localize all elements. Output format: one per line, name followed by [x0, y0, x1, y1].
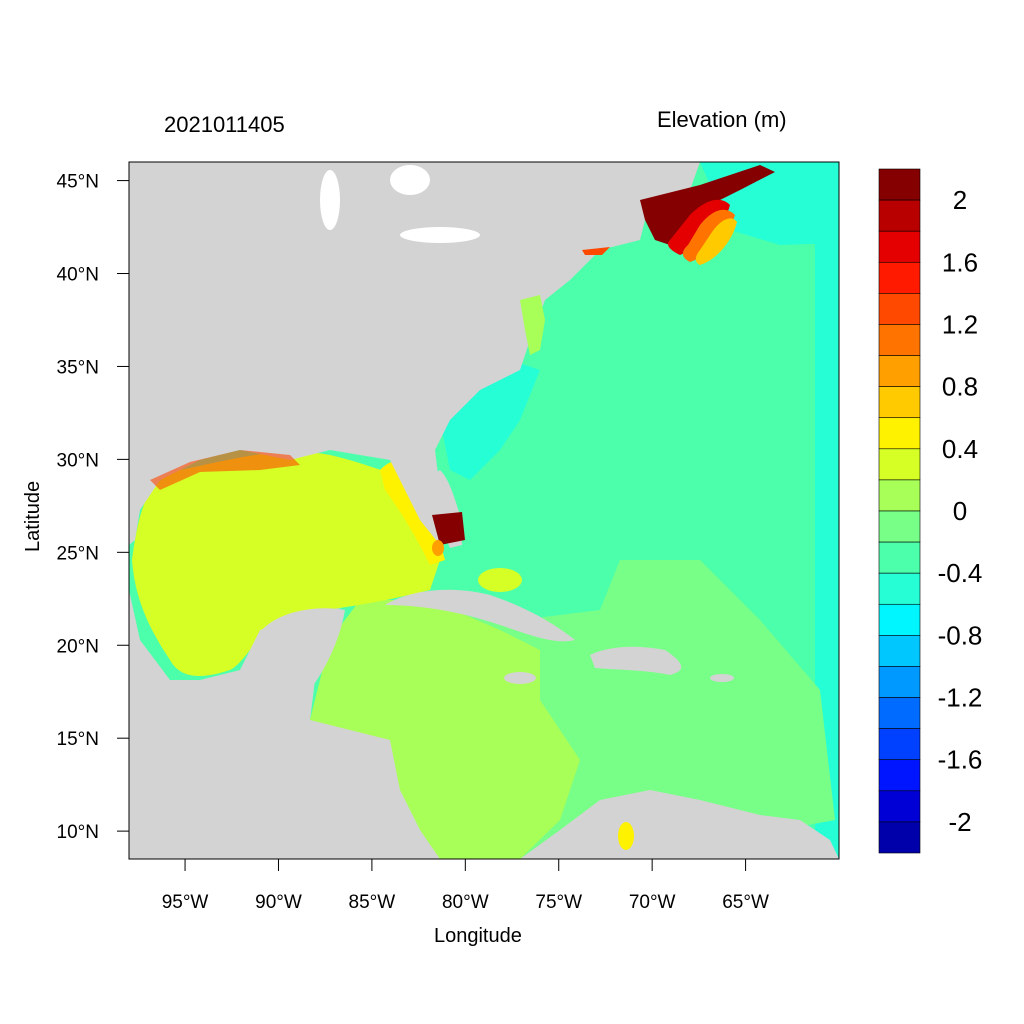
colorbar-swatch [878, 697, 921, 729]
plot-frame [128, 161, 840, 860]
colorbar-swatch [878, 230, 921, 263]
gulf-coast-surge [150, 450, 300, 490]
colorbar-swatch [878, 355, 921, 387]
lake-maracaibo [618, 822, 634, 850]
central-america-land [129, 590, 440, 859]
lon-tick-label: 85°W [349, 892, 396, 913]
colorbar-swatch [878, 728, 921, 761]
colorbar-swatch [878, 293, 921, 325]
lat-tick-label: 10°N [57, 822, 99, 843]
colorbar-label: -2 [948, 807, 971, 837]
longitude-ticks: 95°W 90°W 85°W 80°W 75°W 70°W 65°W [162, 859, 769, 913]
colorbar-swatch [878, 666, 921, 698]
colorbar-label: 0 [953, 496, 967, 526]
lon-tick-label: 80°W [442, 892, 489, 913]
colorbar-swatch [878, 261, 921, 294]
yucatan-land [262, 608, 345, 690]
colorbar-label: -1.6 [938, 745, 983, 775]
colorbar-swatch [878, 324, 921, 356]
lat-tick-label: 25°N [57, 543, 99, 564]
map-plot-area [129, 162, 839, 859]
colorbar [878, 168, 921, 854]
colorbar-title: Elevation (m) [657, 107, 787, 132]
lake-michigan [320, 170, 340, 230]
x-axis-label: Longitude [434, 925, 522, 947]
south-florida-surge [432, 512, 465, 545]
lat-tick-label: 20°N [57, 636, 99, 657]
colorbar-swatch [878, 510, 921, 543]
cuba-land [385, 589, 575, 642]
colorbar-swatch [878, 603, 921, 636]
west-florida-shelf [380, 461, 445, 565]
lon-tick-label: 95°W [162, 892, 209, 913]
keys-surge [432, 540, 444, 556]
bahama-banks [478, 568, 522, 592]
colorbar-swatch [878, 199, 921, 232]
hispaniola-land [590, 646, 682, 675]
colorbar-swatch [878, 479, 921, 512]
colorbar-swatch [878, 448, 921, 481]
colorbar-label: -1.2 [938, 683, 983, 713]
colorbar-label: 0.4 [942, 434, 978, 464]
colorbar-label: 1.2 [942, 309, 978, 339]
lon-tick-label: 65°W [722, 892, 769, 913]
colorbar-label: 0.8 [942, 372, 978, 402]
colorbar-label: -0.4 [938, 558, 983, 588]
colorbar-swatch [878, 759, 921, 792]
surge-ring-4 [695, 218, 737, 265]
south-america-land [520, 790, 839, 859]
colorbar-swatch [878, 635, 921, 667]
lake-huron [390, 165, 430, 195]
jamaica-land [504, 672, 536, 684]
lat-tick-label: 45°N [57, 172, 99, 193]
puerto-rico-land [710, 674, 734, 682]
lon-tick-label: 75°W [535, 892, 582, 913]
lat-tick-label: 15°N [57, 729, 99, 750]
colorbar-swatch [878, 821, 921, 854]
colorbar-swatch [878, 417, 921, 450]
long-island-sound-surge [582, 247, 610, 255]
caribbean-west [310, 600, 580, 859]
colorbar-swatch [878, 572, 921, 605]
latitude-ticks: 45°N 40°N 35°N 30°N 25°N 20°N 15°N 10°N [57, 172, 129, 843]
colorbar-label: 1.6 [942, 247, 978, 277]
lat-tick-label: 30°N [57, 450, 99, 471]
colorbar-labels: 2 1.6 1.2 0.8 0.4 0 -0.4 -0.8 -1.2 -1.6 -2 [938, 185, 983, 837]
lon-tick-label: 70°W [629, 892, 676, 913]
north-america-land [129, 162, 700, 545]
colorbar-swatch [878, 790, 921, 823]
map-timestamp: 2021011405 [164, 112, 285, 137]
colorbar-swatch [878, 386, 921, 419]
colorbar-swatch [878, 168, 921, 201]
lat-tick-label: 35°N [57, 357, 99, 378]
colorbar-swatch [878, 541, 921, 574]
gulf-of-mexico [132, 451, 440, 676]
chesapeake-surge [520, 295, 545, 355]
lake-erie [400, 227, 480, 243]
colorbar-label: 2 [953, 185, 967, 215]
lat-tick-label: 40°N [57, 265, 99, 286]
colorbar-label: -0.8 [938, 620, 983, 650]
lon-tick-label: 90°W [255, 892, 302, 913]
